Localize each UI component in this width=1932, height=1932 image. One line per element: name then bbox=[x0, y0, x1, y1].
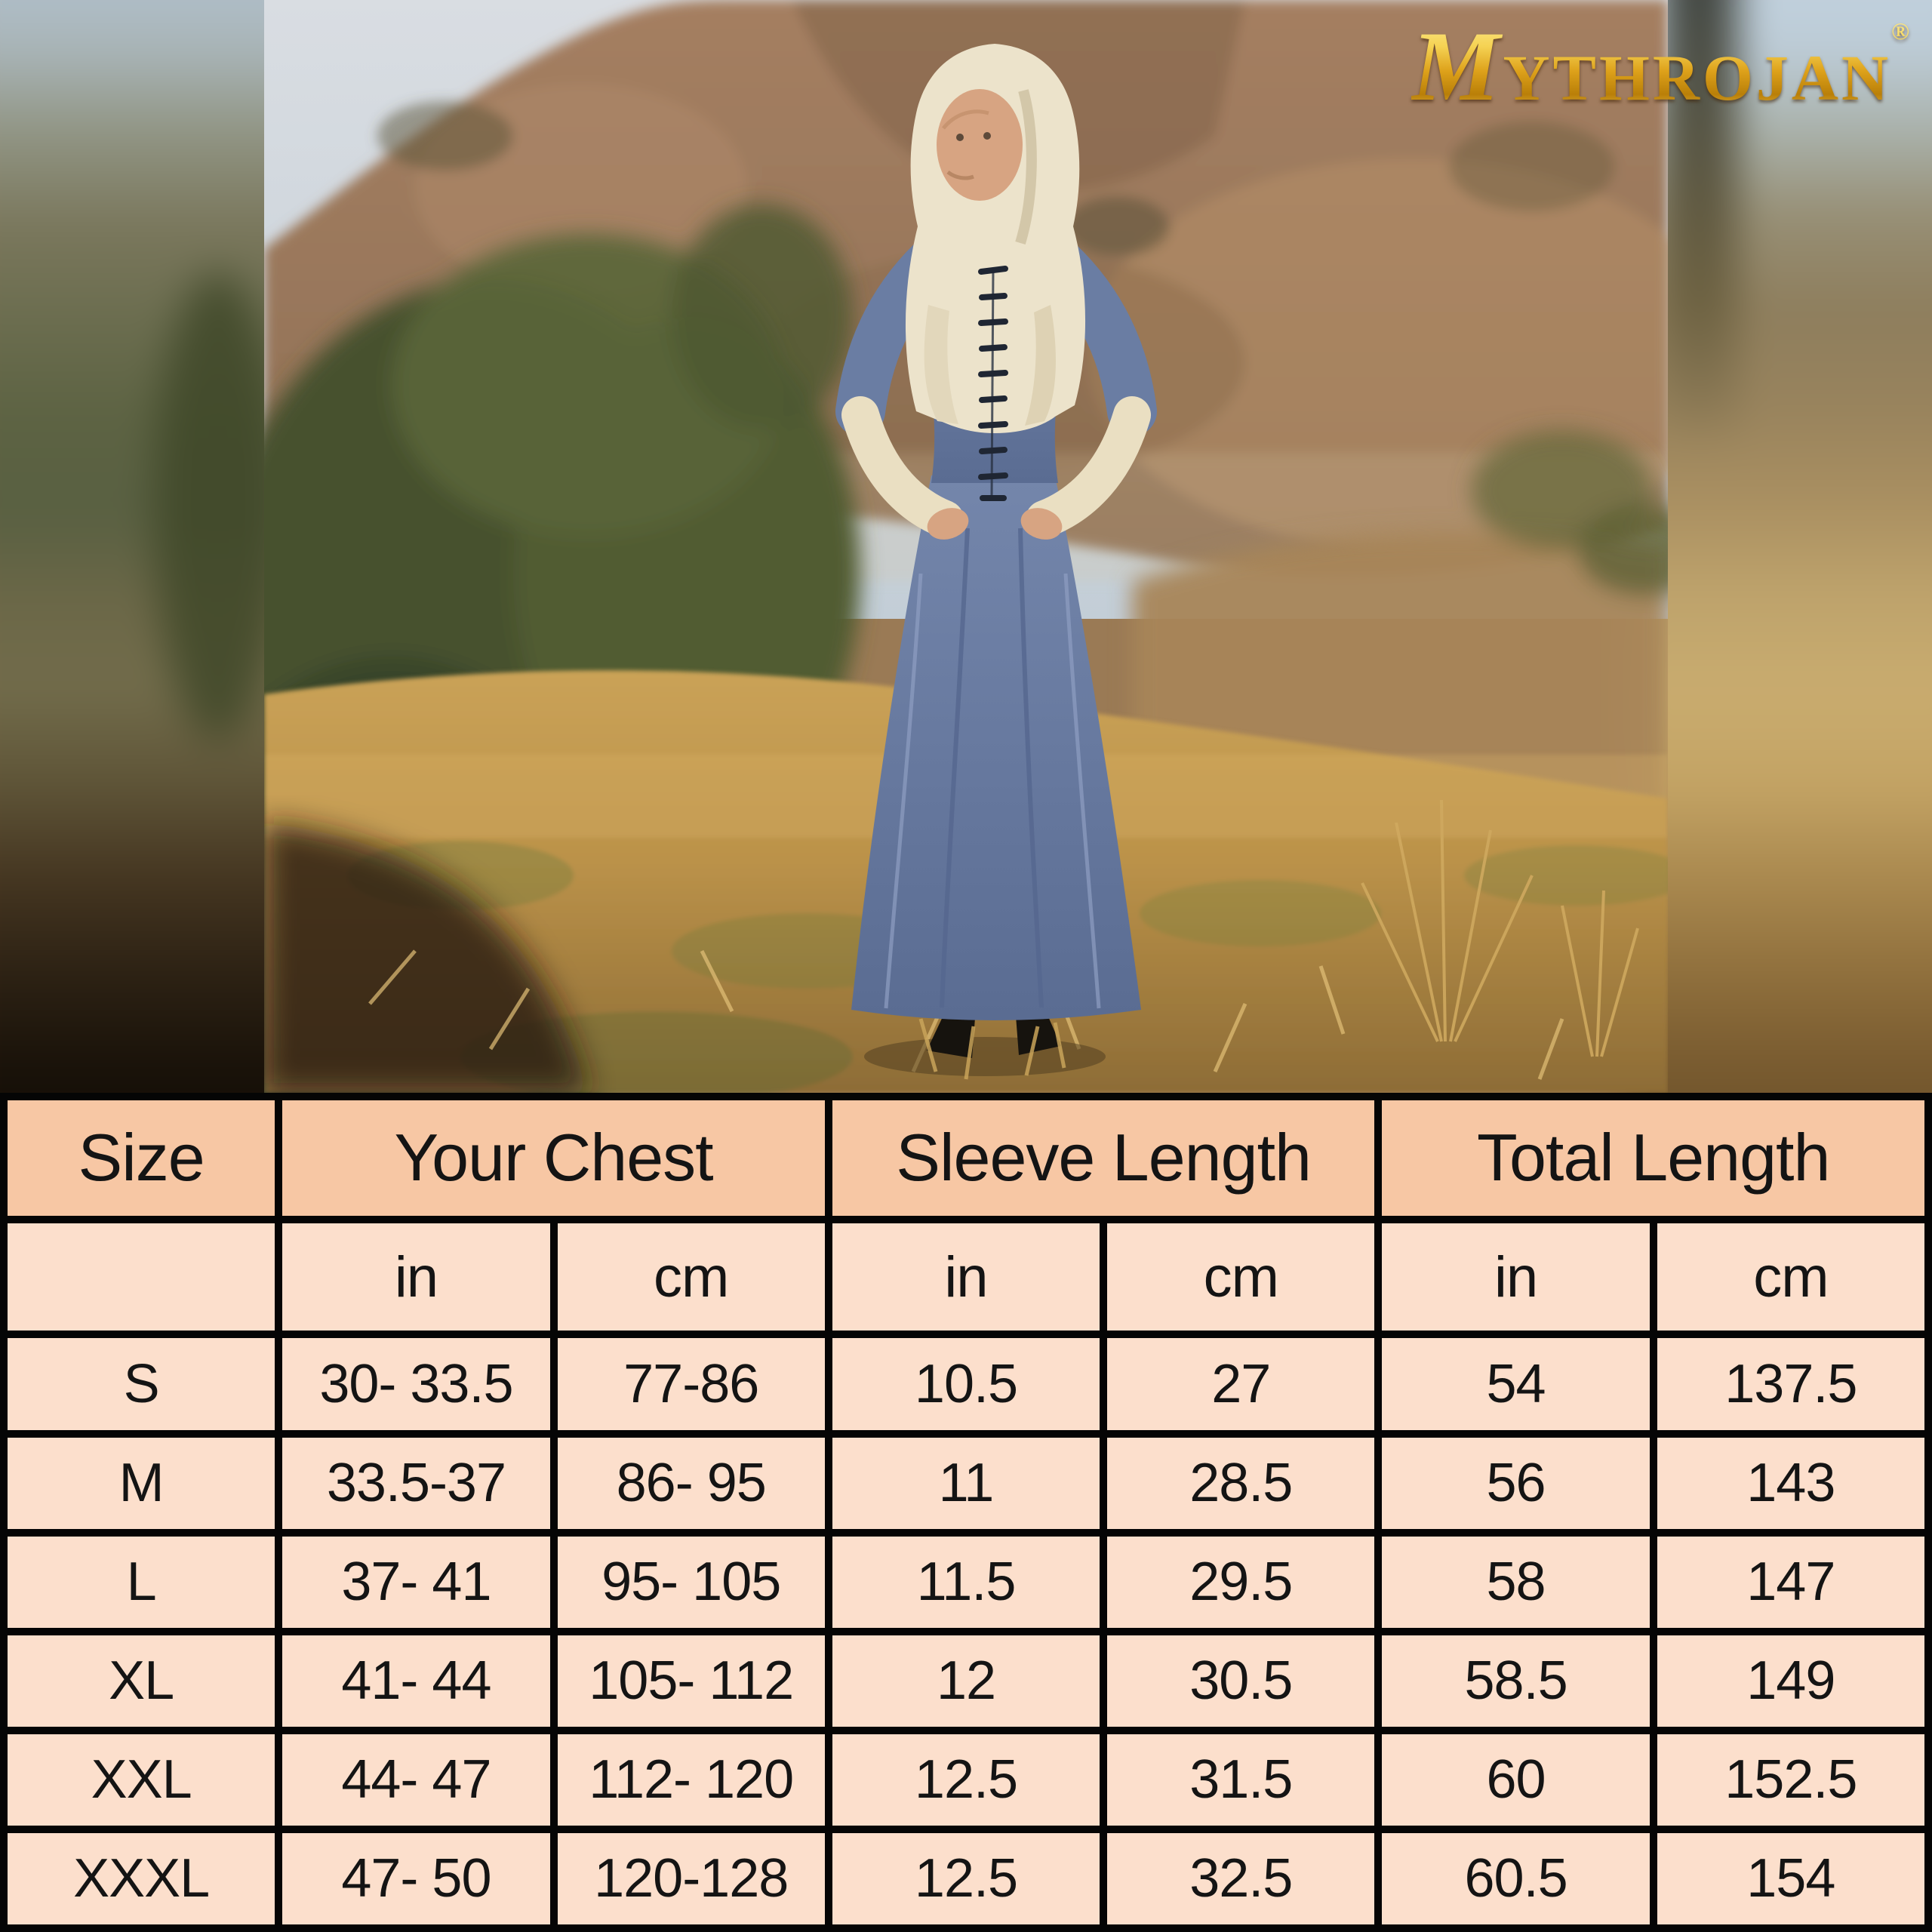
table-cell-size: L bbox=[8, 1536, 275, 1628]
table-cell: 30- 33.5 bbox=[282, 1338, 550, 1430]
table-cell: 30.5 bbox=[1107, 1635, 1375, 1727]
brand-logo-text: YTHROJAN bbox=[1503, 42, 1892, 114]
table-cell: 86- 95 bbox=[557, 1437, 825, 1529]
product-photo: MYTHROJAN® bbox=[0, 0, 1932, 1093]
registered-trademark-icon: ® bbox=[1891, 17, 1909, 45]
brand-logo: MYTHROJAN® bbox=[1411, 17, 1909, 116]
table-cell: 41- 44 bbox=[282, 1635, 550, 1727]
table-cell: 10.5 bbox=[832, 1338, 1100, 1430]
table-cell: 47- 50 bbox=[282, 1832, 550, 1924]
total-col-header: Total Length bbox=[1382, 1100, 1924, 1216]
table-cell: 60.5 bbox=[1382, 1832, 1650, 1924]
table-cell: 120-128 bbox=[557, 1832, 825, 1924]
table-cell: 77-86 bbox=[557, 1338, 825, 1430]
table-cell: 60 bbox=[1382, 1734, 1650, 1826]
table-cell: 31.5 bbox=[1107, 1734, 1375, 1826]
table-cell: 143 bbox=[1657, 1437, 1924, 1529]
chest-col-header: Your Chest bbox=[282, 1100, 825, 1216]
table-cell: 11 bbox=[832, 1437, 1100, 1529]
table-cell: 44- 47 bbox=[282, 1734, 550, 1826]
table-cell: 154 bbox=[1657, 1832, 1924, 1924]
table-cell-size: XXL bbox=[8, 1734, 275, 1826]
table-cell: 137.5 bbox=[1657, 1338, 1924, 1430]
woman-figure bbox=[835, 44, 1157, 1076]
table-cell: 152.5 bbox=[1657, 1734, 1924, 1826]
hillside-scene-illustration bbox=[264, 0, 1668, 1093]
table-cell: 95- 105 bbox=[557, 1536, 825, 1628]
photo-main-scene bbox=[264, 0, 1668, 1093]
chest-cm-unit: cm bbox=[557, 1223, 825, 1331]
table-cell-size: M bbox=[8, 1437, 275, 1529]
size-chart-table: Size Your Chest Sleeve Length Total Leng… bbox=[0, 1093, 1932, 1932]
table-cell: 11.5 bbox=[832, 1536, 1100, 1628]
table-cell: 12 bbox=[832, 1635, 1100, 1727]
table-cell-size: XL bbox=[8, 1635, 275, 1727]
table-cell: 27 bbox=[1107, 1338, 1375, 1430]
table-cell: 37- 41 bbox=[282, 1536, 550, 1628]
size-units-empty-cell bbox=[8, 1223, 275, 1331]
size-col-header: Size bbox=[8, 1100, 275, 1216]
photo-blur-left-band bbox=[0, 0, 309, 1093]
table-cell: 56 bbox=[1382, 1437, 1650, 1529]
table-cell-size: XXXL bbox=[8, 1832, 275, 1924]
table-cell-size: S bbox=[8, 1338, 275, 1430]
table-cell: 29.5 bbox=[1107, 1536, 1375, 1628]
table-cell: 149 bbox=[1657, 1635, 1924, 1727]
sleeve-col-header: Sleeve Length bbox=[832, 1100, 1375, 1216]
table-cell: 112- 120 bbox=[557, 1734, 825, 1826]
table-cell: 33.5-37 bbox=[282, 1437, 550, 1529]
table-cell: 28.5 bbox=[1107, 1437, 1375, 1529]
photo-blur-right-band bbox=[1623, 0, 1932, 1093]
table-cell: 12.5 bbox=[832, 1734, 1100, 1826]
sleeve-in-unit: in bbox=[832, 1223, 1100, 1331]
table-cell: 32.5 bbox=[1107, 1832, 1375, 1924]
table-cell: 105- 112 bbox=[557, 1635, 825, 1727]
table-cell: 58.5 bbox=[1382, 1635, 1650, 1727]
brand-logo-initial: M bbox=[1411, 11, 1503, 122]
table-cell: 12.5 bbox=[832, 1832, 1100, 1924]
table-cell: 54 bbox=[1382, 1338, 1650, 1430]
total-cm-unit: cm bbox=[1657, 1223, 1924, 1331]
chest-in-unit: in bbox=[282, 1223, 550, 1331]
total-in-unit: in bbox=[1382, 1223, 1650, 1331]
table-cell: 58 bbox=[1382, 1536, 1650, 1628]
sleeve-cm-unit: cm bbox=[1107, 1223, 1375, 1331]
table-cell: 147 bbox=[1657, 1536, 1924, 1628]
